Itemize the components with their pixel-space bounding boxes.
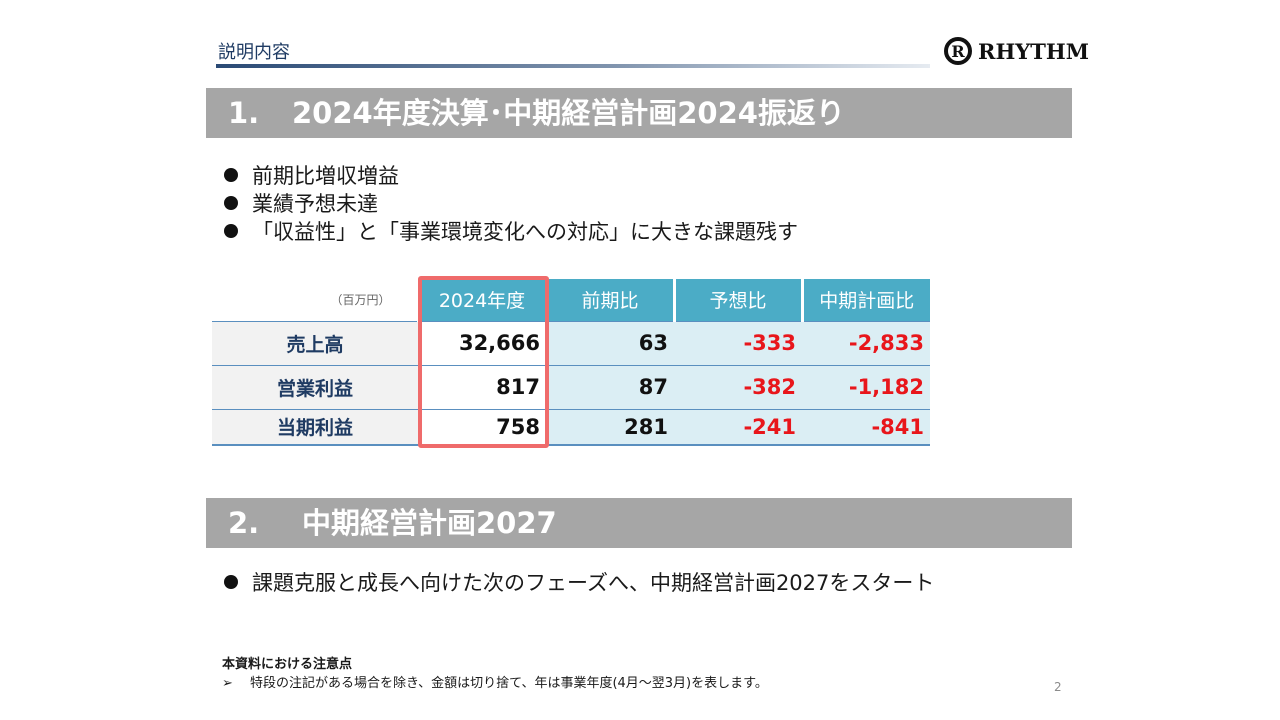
slide-header-title: 説明内容	[218, 42, 290, 63]
logo-mark-icon: R	[944, 37, 972, 65]
cell-value: -1,182	[802, 364, 930, 409]
section-2-title: 中期経営計画2027	[302, 506, 557, 540]
bullet-item: 課題克服と成長へ向けた次のフェーズへ、中期経営計画2027をスタート	[224, 568, 934, 596]
page-number: 2	[1054, 680, 1062, 694]
row-label: 当期利益	[212, 408, 418, 446]
cell-value: -333	[674, 320, 802, 365]
bullet-icon	[224, 168, 238, 182]
table-row: 営業利益 817 87 -382 -1,182	[212, 364, 930, 409]
bullet-text: 「収益性」と「事業環境変化への対応」に大きな課題残す	[252, 220, 798, 244]
bullet-text: 課題克服と成長へ向けた次のフェーズへ、中期経営計画2027をスタート	[252, 571, 935, 595]
column-header-vs-midterm-plan: 中期計画比	[800, 279, 930, 321]
arrow-bullet-icon: ➢	[222, 676, 233, 691]
unit-label: （百万円）	[212, 279, 418, 321]
cell-value: -241	[674, 408, 802, 446]
bullet-text: 前期比増収増益	[252, 164, 399, 188]
logo-text: RHYTHM	[978, 38, 1089, 64]
cell-value: 32,666	[418, 320, 546, 365]
bullet-icon	[224, 575, 238, 589]
cell-value: 817	[418, 364, 546, 409]
header-rule	[216, 64, 930, 68]
bullet-icon	[224, 196, 238, 210]
cell-value: -382	[674, 364, 802, 409]
column-header-fy2024: 2024年度	[416, 279, 546, 321]
cell-value: -841	[802, 408, 930, 446]
section-1-number: 1.	[228, 96, 260, 130]
cell-value: 87	[546, 364, 674, 409]
financial-results-table: （百万円） 2024年度 前期比 予想比 中期計画比 売上高 32,666 63…	[212, 279, 930, 446]
cell-value: 63	[546, 320, 674, 365]
bullet-item: 前期比増収増益	[224, 161, 798, 189]
bullet-text: 業績予想未達	[252, 192, 378, 216]
table-row: 当期利益 758 281 -241 -841	[212, 408, 930, 446]
notes-text: 特段の注記がある場合を除き、金額は切り捨て、年は事業年度(4月～翌3月)を表しま…	[250, 676, 768, 691]
bullet-item: 業績予想未達	[224, 189, 798, 217]
section-1-title: 2024年度決算･中期経営計画2024振返り	[292, 96, 845, 130]
cell-value: -2,833	[802, 320, 930, 365]
section-2-number: 2.	[228, 506, 260, 540]
bullet-item: 「収益性」と「事業環境変化への対応」に大きな課題残す	[224, 217, 798, 245]
table-row: 売上高 32,666 63 -333 -2,833	[212, 320, 930, 365]
section-1-bullets: 前期比増収増益 業績予想未達 「収益性」と「事業環境変化への対応」に大きな課題残…	[224, 161, 798, 245]
section-1-heading: 1. 2024年度決算･中期経営計画2024振返り	[206, 88, 1072, 138]
row-label: 売上高	[212, 320, 418, 365]
section-2-bullets: 課題克服と成長へ向けた次のフェーズへ、中期経営計画2027をスタート	[224, 568, 934, 596]
notes-title: 本資料における注意点	[222, 657, 353, 672]
cell-value: 758	[418, 408, 546, 446]
table-header-row: （百万円） 2024年度 前期比 予想比 中期計画比	[212, 279, 930, 321]
cell-value: 281	[546, 408, 674, 446]
row-label: 営業利益	[212, 364, 418, 409]
notes-line: ➢ 特段の注記がある場合を除き、金額は切り捨て、年は事業年度(4月～翌3月)を表し…	[222, 672, 768, 691]
section-2-heading: 2. 中期経営計画2027	[206, 498, 1072, 548]
bullet-icon	[224, 224, 238, 238]
company-logo: R RHYTHM	[944, 36, 1089, 66]
column-header-vs-forecast: 予想比	[672, 279, 802, 321]
column-header-yoy: 前期比	[544, 279, 674, 321]
